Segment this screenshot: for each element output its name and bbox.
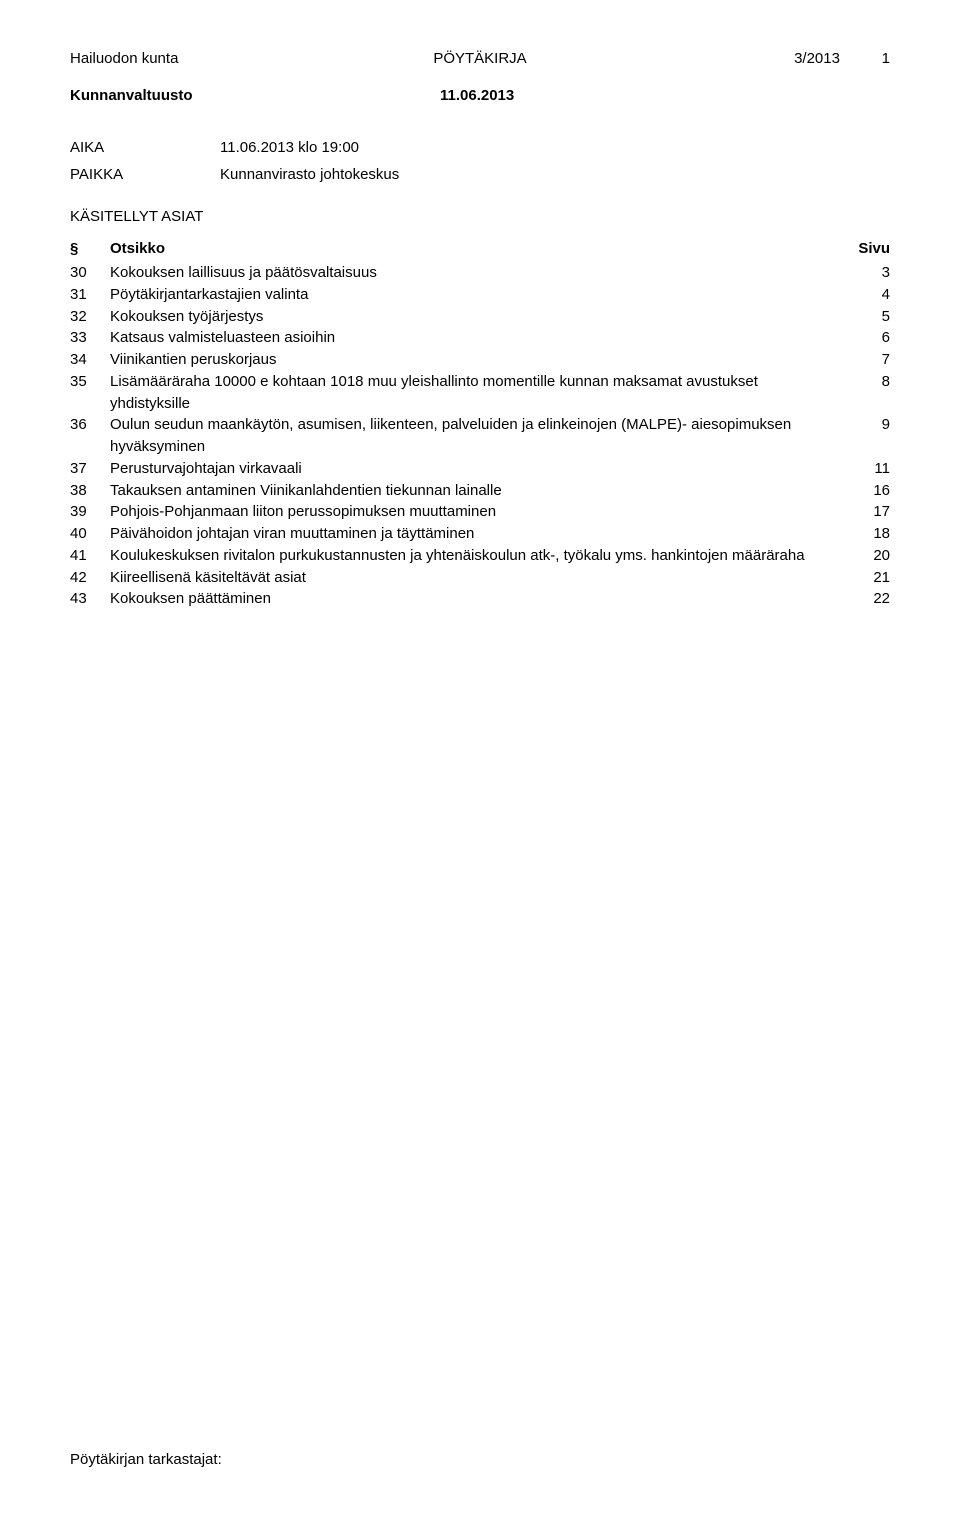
- col-page-header: Sivu: [830, 240, 890, 257]
- info-place-row: PAIKKA Kunnanvirasto johtokeskus: [70, 166, 890, 183]
- item-row: 37Perusturvajohtajan virkavaali11: [70, 458, 890, 480]
- item-row: 42Kiireellisenä käsiteltävät asiat21: [70, 567, 890, 589]
- item-num: 43: [70, 588, 110, 610]
- item-num: 36: [70, 414, 110, 458]
- item-row: 33Katsaus valmisteluasteen asioihin6: [70, 327, 890, 349]
- item-title: Kokouksen työjärjestys: [110, 306, 830, 328]
- header-municipality: Hailuodon kunta: [70, 50, 343, 67]
- subheader-date: 11.06.2013: [440, 87, 890, 104]
- info-time-label: AIKA: [70, 139, 220, 156]
- item-title: Lisämääräraha 10000 e kohtaan 1018 muu y…: [110, 371, 830, 415]
- footer-text: Pöytäkirjan tarkastajat:: [70, 1451, 222, 1468]
- header-pagenum: 1: [882, 50, 890, 67]
- item-num: 32: [70, 306, 110, 328]
- item-num: 38: [70, 480, 110, 502]
- info-place-label: PAIKKA: [70, 166, 220, 183]
- header-right: 3/2013 1: [617, 50, 890, 67]
- header-docnum: 3/2013: [794, 50, 840, 67]
- doc-header: Hailuodon kunta PÖYTÄKIRJA 3/2013 1: [70, 50, 890, 67]
- item-row: 34Viinikantien peruskorjaus7: [70, 349, 890, 371]
- subheader-body: Kunnanvaltuusto: [70, 87, 440, 104]
- items-list: 30Kokouksen laillisuus ja päätösvaltaisu…: [70, 262, 890, 610]
- item-title: Kiireellisenä käsiteltävät asiat: [110, 567, 830, 589]
- doc-subheader: Kunnanvaltuusto 11.06.2013: [70, 87, 890, 104]
- items-header: § Otsikko Sivu: [70, 240, 890, 257]
- item-title: Oulun seudun maankäytön, asumisen, liike…: [110, 414, 830, 458]
- item-row: 32Kokouksen työjärjestys5: [70, 306, 890, 328]
- item-page: 7: [830, 349, 890, 371]
- item-num: 33: [70, 327, 110, 349]
- item-title: Päivähoidon johtajan viran muuttaminen j…: [110, 523, 830, 545]
- info-time-row: AIKA 11.06.2013 klo 19:00: [70, 139, 890, 156]
- item-num: 40: [70, 523, 110, 545]
- item-title: Takauksen antaminen Viinikanlahdentien t…: [110, 480, 830, 502]
- item-page: 17: [830, 501, 890, 523]
- col-title-header: Otsikko: [110, 240, 830, 257]
- item-page: 4: [830, 284, 890, 306]
- item-page: 20: [830, 545, 890, 567]
- header-doctype: PÖYTÄKIRJA: [343, 50, 616, 67]
- item-row: 39Pohjois-Pohjanmaan liiton perussopimuk…: [70, 501, 890, 523]
- item-row: 43Kokouksen päättäminen22: [70, 588, 890, 610]
- info-place-value: Kunnanvirasto johtokeskus: [220, 166, 890, 183]
- item-page: 8: [830, 371, 890, 415]
- doctype-text: PÖYTÄKIRJA: [433, 50, 526, 67]
- item-num: 39: [70, 501, 110, 523]
- item-title: Koulukeskuksen rivitalon purkukustannust…: [110, 545, 830, 567]
- item-row: 35Lisämääräraha 10000 e kohtaan 1018 muu…: [70, 371, 890, 415]
- item-row: 40Päivähoidon johtajan viran muuttaminen…: [70, 523, 890, 545]
- item-num: 37: [70, 458, 110, 480]
- item-page: 22: [830, 588, 890, 610]
- item-title: Kokouksen päättäminen: [110, 588, 830, 610]
- item-num: 41: [70, 545, 110, 567]
- item-title: Perusturvajohtajan virkavaali: [110, 458, 830, 480]
- item-page: 21: [830, 567, 890, 589]
- item-num: 31: [70, 284, 110, 306]
- item-page: 6: [830, 327, 890, 349]
- item-page: 11: [830, 458, 890, 480]
- item-row: 30Kokouksen laillisuus ja päätösvaltaisu…: [70, 262, 890, 284]
- item-title: Viinikantien peruskorjaus: [110, 349, 830, 371]
- item-title: Katsaus valmisteluasteen asioihin: [110, 327, 830, 349]
- item-title: Pohjois-Pohjanmaan liiton perussopimukse…: [110, 501, 830, 523]
- item-page: 16: [830, 480, 890, 502]
- item-num: 35: [70, 371, 110, 415]
- item-num: 30: [70, 262, 110, 284]
- item-row: 31Pöytäkirjantarkastajien valinta4: [70, 284, 890, 306]
- item-page: 5: [830, 306, 890, 328]
- item-row: 38Takauksen antaminen Viinikanlahdentien…: [70, 480, 890, 502]
- info-time-value: 11.06.2013 klo 19:00: [220, 139, 890, 156]
- col-section-header: §: [70, 240, 110, 257]
- item-title: Kokouksen laillisuus ja päätösvaltaisuus: [110, 262, 830, 284]
- item-row: 41Koulukeskuksen rivitalon purkukustannu…: [70, 545, 890, 567]
- item-page: 3: [830, 262, 890, 284]
- item-page: 18: [830, 523, 890, 545]
- item-num: 34: [70, 349, 110, 371]
- item-num: 42: [70, 567, 110, 589]
- item-title: Pöytäkirjantarkastajien valinta: [110, 284, 830, 306]
- item-page: 9: [830, 414, 890, 458]
- section-heading: KÄSITELLYT ASIAT: [70, 208, 890, 225]
- item-row: 36Oulun seudun maankäytön, asumisen, lii…: [70, 414, 890, 458]
